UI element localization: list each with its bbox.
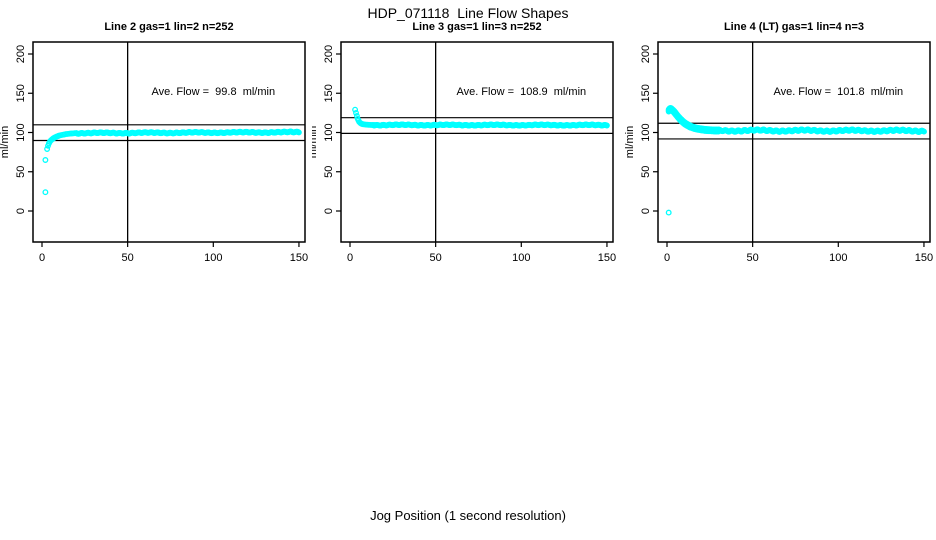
y-tick-label: 200 [15,45,27,63]
x-tick-label: 150 [290,252,308,264]
x-tick-label: 50 [747,252,759,264]
plot-line-2: Line 2 gas=1 lin=2 n=252 Ave. Flow = 99.… [0,0,312,270]
y-axis-label: ml/min [312,126,319,158]
y-tick-label: 100 [15,123,27,141]
data-point-marker [42,157,49,163]
data-point-marker [42,189,49,196]
y-tick-label: 100 [323,123,335,141]
y-tick-label: 100 [640,123,652,141]
figure-title: HDP_071118 Line Flow Shapes [367,5,569,21]
y-tick-label: 50 [15,166,27,178]
x-tick-label: 50 [430,252,442,264]
data-point-marker [44,146,51,152]
x-tick-label: 0 [347,252,353,264]
x-axis-outer-label: Jog Position (1 second resolution) [370,508,566,523]
plot-border [340,41,614,243]
ave-flow-annotation: Ave. Flow = 101.8 ml/min [773,86,904,99]
plot-line-4: Line 4 (LT) gas=1 lin=4 n=3 Ave. Flow = … [624,0,936,270]
x-tick-label: 0 [664,252,670,264]
x-tick-label: 150 [598,252,616,264]
plot-border [32,41,306,243]
data-point-marker [353,109,359,116]
y-axis-label: ml/min [0,126,11,158]
x-tick-label: 0 [39,252,45,264]
data-points [352,106,610,129]
y-tick-label: 0 [640,208,652,214]
plot-canvas: 0 50 100 150 0 50 100 150 200 ml/min [0,41,308,264]
plot-border [657,41,931,243]
x-tick-label: 50 [122,252,134,264]
plot-canvas: 0 50 100 150 0 50 100 150 200 ml/min [624,41,933,264]
plot-line-3: Line 3 gas=1 lin=3 n=252 Ave. Flow = 108… [312,0,624,270]
x-tick-label: 100 [204,252,222,264]
data-points [665,104,927,216]
y-tick-label: 50 [323,166,335,178]
x-tick-label: 100 [829,252,847,264]
y-tick-label: 200 [323,45,335,63]
data-point-marker [665,209,672,216]
plot-title: Line 4 (LT) gas=1 lin=4 n=3 [723,21,865,33]
x-tick-label: 150 [915,252,933,264]
ave-flow-annotation: Ave. Flow = 99.8 ml/min [151,86,276,99]
data-point-marker [603,122,610,129]
y-tick-label: 150 [323,84,335,102]
y-tick-label: 150 [15,84,27,102]
plot-title: Line 2 gas=1 lin=2 n=252 [104,21,234,33]
plot-canvas: 0 50 100 150 0 50 100 150 200 ml/min [312,41,616,264]
data-point-marker [295,129,302,136]
ave-flow-annotation: Ave. Flow = 108.9 ml/min [456,86,587,99]
data-points [42,128,302,196]
data-point-marker [352,106,359,113]
y-tick-label: 50 [640,166,652,178]
y-tick-label: 0 [15,208,27,214]
data-point-marker [921,128,927,135]
y-tick-label: 0 [323,208,335,214]
plot-title: Line 3 gas=1 lin=3 n=252 [412,21,542,33]
y-tick-label: 200 [640,45,652,63]
x-tick-label: 100 [512,252,530,264]
y-axis-label: ml/min [624,126,636,158]
y-tick-label: 150 [640,84,652,102]
